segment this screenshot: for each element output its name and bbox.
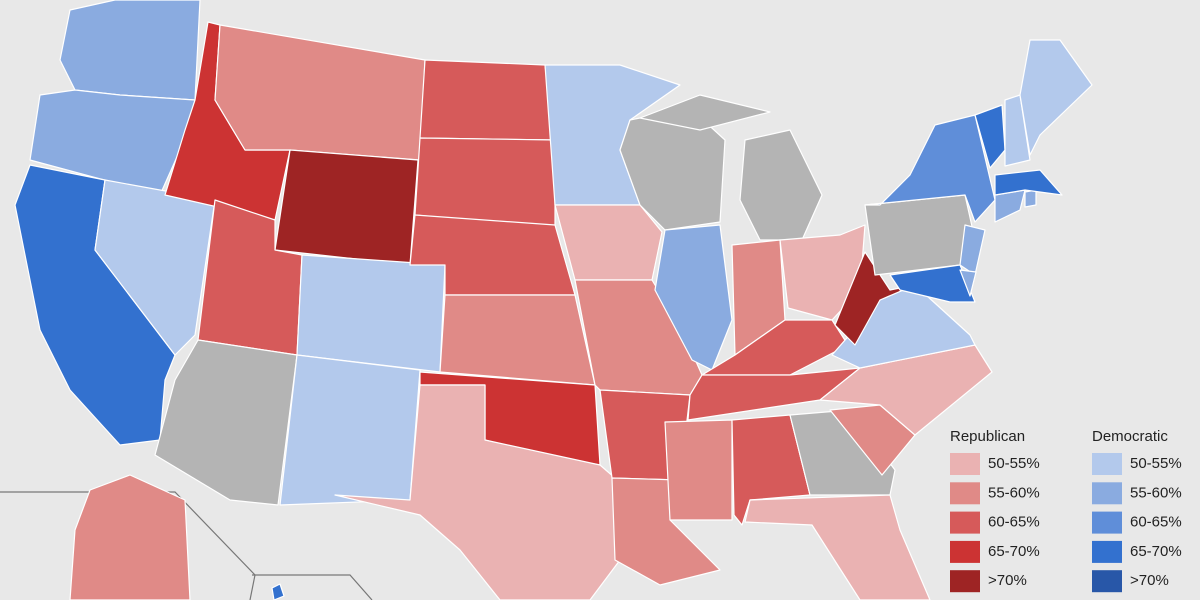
state — [664, 419, 733, 521]
state — [994, 169, 1063, 196]
legend-label: 60-65% — [988, 514, 1040, 531]
legend-label: 60-65% — [1130, 514, 1182, 531]
state — [274, 149, 419, 266]
state — [1024, 189, 1037, 208]
state — [1004, 94, 1031, 167]
legend-swatch — [1092, 482, 1122, 505]
legend-swatch — [1092, 540, 1122, 563]
state — [279, 354, 421, 506]
state — [296, 254, 446, 373]
legend-swatch — [1092, 453, 1122, 475]
legend-label: 55-60% — [988, 484, 1040, 501]
legend-swatch — [950, 540, 980, 563]
legend-label: 65-70% — [988, 543, 1040, 560]
legend-swatch — [950, 511, 980, 534]
legend-swatch — [950, 570, 980, 593]
state — [69, 474, 191, 600]
state — [959, 269, 977, 297]
legend-label: >70% — [988, 572, 1027, 589]
inset-border — [0, 491, 256, 600]
legend-swatch — [950, 453, 980, 475]
state — [864, 194, 976, 276]
state — [271, 583, 285, 600]
legend-label: 50-55% — [1130, 455, 1182, 472]
legend-label: >70% — [1130, 572, 1169, 589]
state — [59, 0, 201, 101]
state — [639, 94, 771, 131]
legend-label: 65-70% — [1130, 543, 1182, 560]
legend-swatch — [1092, 511, 1122, 534]
state — [414, 137, 556, 229]
state — [889, 264, 976, 303]
legend-title: Republican — [950, 428, 1025, 445]
legend-title: Democratic — [1092, 428, 1168, 445]
inset-border — [252, 574, 373, 600]
legend-swatch — [950, 482, 980, 505]
legend-label: 50-55% — [988, 455, 1040, 472]
legend: Republican 50-55% 55-60% 60-65% 65-70% >70% De… — [950, 428, 1182, 593]
state — [439, 294, 596, 386]
state — [554, 204, 663, 281]
state — [419, 59, 556, 141]
legend-swatch — [1092, 570, 1122, 593]
legend-label: 55-60% — [1130, 484, 1182, 501]
state — [744, 494, 931, 600]
state — [1019, 39, 1093, 156]
